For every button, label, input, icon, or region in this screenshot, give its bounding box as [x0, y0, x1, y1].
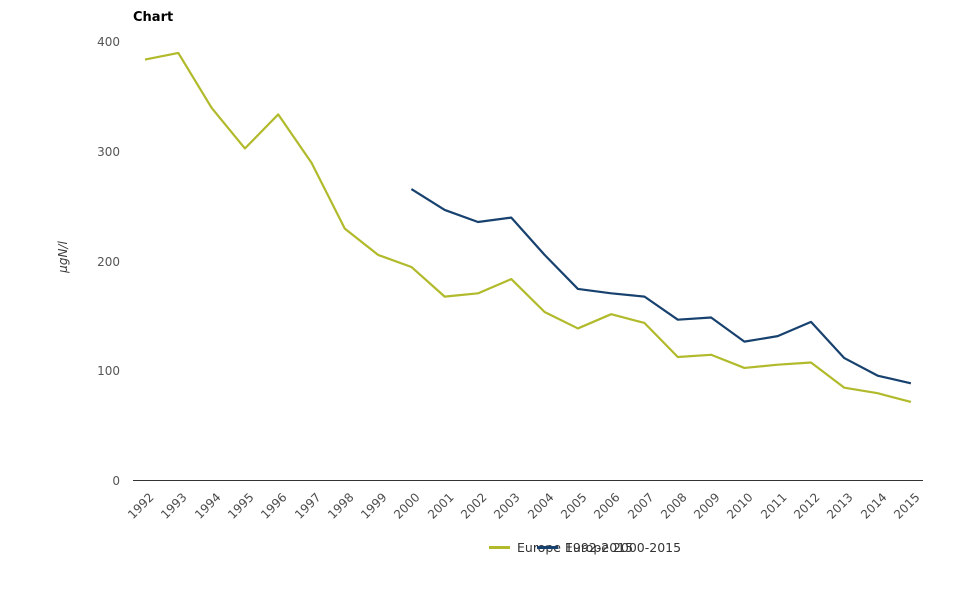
chart-title: Chart: [133, 10, 174, 25]
y-tick-label-300: 300: [97, 144, 120, 159]
y-tick-label-400: 400: [97, 35, 120, 49]
legend-line-icon: [489, 545, 510, 549]
x-axis-line: [133, 480, 923, 481]
y-tick-label-100: 100: [97, 364, 120, 379]
legend-item-europe-1992-2015[interactable]: Europe 1992-2015: [489, 539, 634, 555]
legend-line-icon: [537, 545, 558, 549]
legend-item-europe-2000-2015[interactable]: Europe 2000-2015: [537, 539, 682, 555]
y-tick-label-200: 200: [97, 254, 120, 269]
series-line-europe-1992-2015: [144, 51, 912, 404]
y-tick-label-0: 0: [112, 474, 120, 488]
legend-label: Europe 2000-2015: [565, 539, 682, 555]
series-line-europe-2000-2015: [410, 188, 912, 385]
legend-label: Europe 1992-2015: [517, 539, 634, 555]
